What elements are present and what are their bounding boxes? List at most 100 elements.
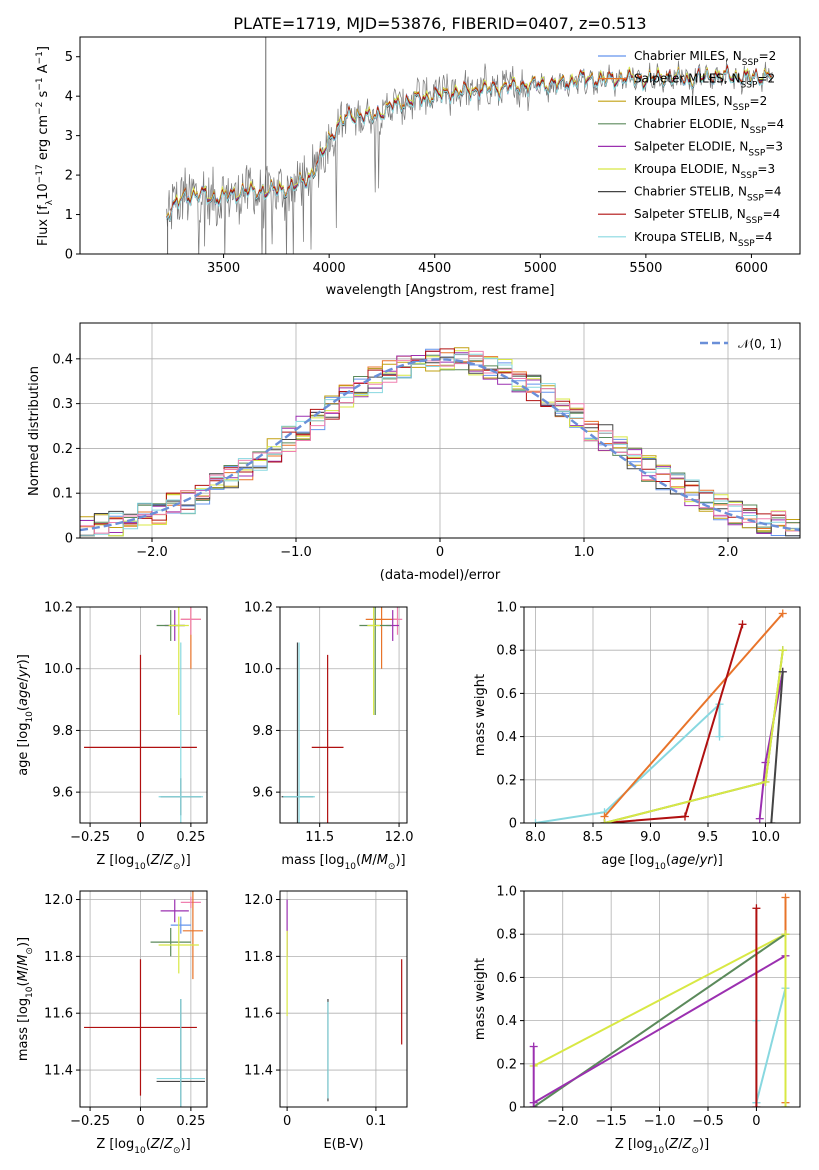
age_vs_Z-ytick-label: 9.6 (52, 786, 73, 801)
residuals-xlabel: (data-model)/error (380, 568, 501, 583)
mass_vs_EBV-grid (280, 891, 407, 1107)
mass_weight_vs_Z-xtick-label: −2.0 (547, 1114, 579, 1129)
mass_weight_vs_age-plot-area (531, 609, 787, 823)
residuals-frame (79, 322, 801, 539)
age_vs_mass-xlabel: mass [log10(M/M⊙)] (281, 853, 405, 872)
mass_vs_EBV-panel: 0 0.1 11.4 11.6 11.8 12.0 E(B-V) (244, 890, 408, 1152)
mass_vs_EBV-xtick-label: 0 (283, 1114, 291, 1129)
age_vs_Z-xtick-label: −0.25 (70, 830, 110, 845)
mass_vs_Z-ytick-label: 11.4 (44, 1064, 73, 1079)
mass-weight-line (755, 987, 787, 1103)
mass_weight_vs_Z-xtick-label: 0 (752, 1114, 760, 1129)
model-spectrum-line (166, 65, 772, 220)
mass_weight_vs_Z-ytick-label: 0.8 (496, 928, 517, 943)
residuals-xtick-label: 2.0 (718, 545, 739, 560)
mass_vs_Z-ytick-label: 12.0 (44, 893, 73, 908)
mass_weight_vs_age-xtick-label: 8.0 (525, 830, 546, 845)
mass_weight_vs_Z-xtick-label: −1.0 (644, 1114, 676, 1129)
mass_weight_vs_Z-frame (523, 890, 801, 1108)
mass_weight_vs_Z-panel: −2.0 −1.5 −1.0 −0.5 0 0 0.2 0.4 0.6 0.8 1.0 Z [log1… (473, 885, 801, 1156)
mass_weight_vs_age-ytick-label: 0 (509, 817, 517, 832)
legend-entry: Chabrier ELODIE, NSSP=4 (634, 117, 784, 136)
mass_vs_Z-panel: −0.25 0 0.25 11.4 11.6 11.8 12.0 Z [log10(Z/Z⊙)… (16, 890, 208, 1156)
residuals-ytick-label: 0.2 (52, 442, 73, 457)
mass_vs_EBV-ytick-label: 11.6 (244, 1007, 273, 1022)
mass_vs_EBV-xlabel: E(B-V) (323, 1137, 363, 1152)
spectrum-xtick-label: 4500 (418, 261, 451, 276)
mass_weight_vs_age-ylabel: mass weight (473, 674, 488, 756)
mass_vs_EBV-plot-area (286, 899, 403, 1102)
mass_vs_EBV-xtick-label: 0.1 (366, 1114, 387, 1129)
mass_vs_Z-frame (79, 890, 208, 1108)
legend-entry: Kroupa STELIB, NSSP=4 (634, 230, 772, 249)
mass_weight_vs_Z-ytick-label: 0 (509, 1101, 517, 1116)
mass_weight_vs_age-ytick-label: 0.6 (496, 687, 517, 702)
age_vs_mass-ytick-label: 10.2 (244, 601, 273, 616)
residual-histogram-step (80, 350, 800, 534)
age_vs_mass-ytick-label: 10.0 (244, 662, 273, 677)
spectrum-ytick-label: 0 (65, 248, 73, 263)
mass_weight_vs_age-ytick-label: 0.4 (496, 730, 517, 745)
legend-entry: Kroupa ELODIE, NSSP=3 (634, 162, 775, 181)
mass_vs_Z-grid (80, 891, 207, 1107)
spectrum-xtick-label: 3500 (207, 261, 240, 276)
mass_weight_vs_age-xtick-label: 9.0 (640, 830, 661, 845)
age_vs_Z-grid (80, 606, 207, 823)
spectrum-xtick-label: 6000 (735, 261, 768, 276)
mass_vs_EBV-ytick-label: 11.8 (244, 950, 273, 965)
mass_weight_vs_age-ytick-label: 0.2 (496, 773, 517, 788)
mass-weight-line (533, 954, 787, 1104)
age_vs_Z-plot-area (84, 607, 203, 823)
spectrum-panel: 3500 4000 4500 5000 5500 6000 0 1 2 3 4 5 wavelength… (35, 36, 801, 298)
mass_weight_vs_Z-ylabel: mass weight (473, 958, 488, 1040)
mass_weight_vs_age-grid (524, 606, 800, 824)
mass-weight-line (770, 671, 784, 823)
residuals-ytick-label: 0.1 (52, 487, 73, 502)
mass_weight_vs_age-ytick-label: 0.8 (496, 644, 517, 659)
figure-title: PLATE=1719, MJD=53876, FIBERID=0407, z=0… (233, 14, 646, 33)
observed-spectrum-line (166, 60, 773, 254)
residuals-xtick-label: −2.0 (136, 545, 168, 560)
age_vs_Z-frame (79, 606, 208, 824)
spectrum-ytick-label: 3 (65, 129, 73, 144)
legend-entry: Salpeter ELODIE, NSSP=3 (634, 139, 783, 158)
mass_weight_vs_Z-ytick-label: 0.2 (496, 1057, 517, 1072)
spectrum-ytick-label: 2 (65, 169, 73, 184)
residuals-xtick-label: 0 (436, 545, 444, 560)
legend-entry: 𝒩(0, 1) (738, 337, 782, 351)
mass-weight-line (535, 701, 721, 823)
mass_weight_vs_Z-xtick-label: −0.5 (692, 1114, 724, 1129)
spectrum-xtick-label: 5000 (524, 261, 557, 276)
age_vs_mass-xtick-label: 12.0 (385, 830, 414, 845)
spectrum-xlabel: wavelength [Angstrom, rest frame] (326, 283, 555, 298)
mass_weight_vs_age-frame (523, 606, 801, 824)
residual-histogram-step (80, 356, 800, 537)
age_vs_Z-panel: −0.25 0 0.25 9.6 9.8 10.0 10.2 Z [log10(Z/Z⊙)] a… (16, 601, 208, 872)
residuals-ytick-label: 0.3 (52, 397, 73, 412)
spectrum-ylabel: Flux [fλ10−17 erg cm−2 s−1 A−1] (35, 46, 55, 246)
mass-weight-line (533, 933, 786, 1067)
mass_weight_vs_age-xtick-label: 8.5 (583, 830, 604, 845)
legend-entry: Kroupa MILES, NSSP=2 (634, 94, 767, 113)
mass_weight_vs_Z-ytick-label: 0.4 (496, 1014, 517, 1029)
mass_weight_vs_age-xtick-label: 9.5 (698, 830, 719, 845)
age_vs_mass-ytick-label: 9.8 (252, 724, 273, 739)
age_vs_Z-ytick-label: 9.8 (52, 724, 73, 739)
mass_vs_Z-xlabel: Z [log10(Z/Z⊙)] (96, 1137, 190, 1156)
mass-weight-line (603, 612, 784, 818)
mass_weight_vs_age-xlabel: age [log10(age/yr)] (601, 853, 723, 872)
age_vs_Z-xtick-label: 0.25 (176, 830, 205, 845)
mass_vs_Z-xtick-label: −0.25 (70, 1114, 110, 1129)
age_vs_Z-ylabel: age [log10(age/yr)] (16, 654, 35, 776)
spectrum-ytick-label: 5 (65, 50, 73, 65)
residuals-ytick-label: 0 (65, 532, 73, 547)
mass_vs_Z-ytick-label: 11.8 (44, 950, 73, 965)
spectrum-ytick-label: 1 (65, 208, 73, 223)
residuals-plot-area (80, 347, 800, 537)
age_vs_Z-ytick-label: 10.0 (44, 662, 73, 677)
model-spectrum-line (166, 68, 772, 222)
legend-entry: Chabrier STELIB, NSSP=4 (634, 185, 782, 204)
age_vs_Z-xlabel: Z [log10(Z/Z⊙)] (96, 853, 190, 872)
age_vs_Z-xtick-label: 0 (136, 830, 144, 845)
